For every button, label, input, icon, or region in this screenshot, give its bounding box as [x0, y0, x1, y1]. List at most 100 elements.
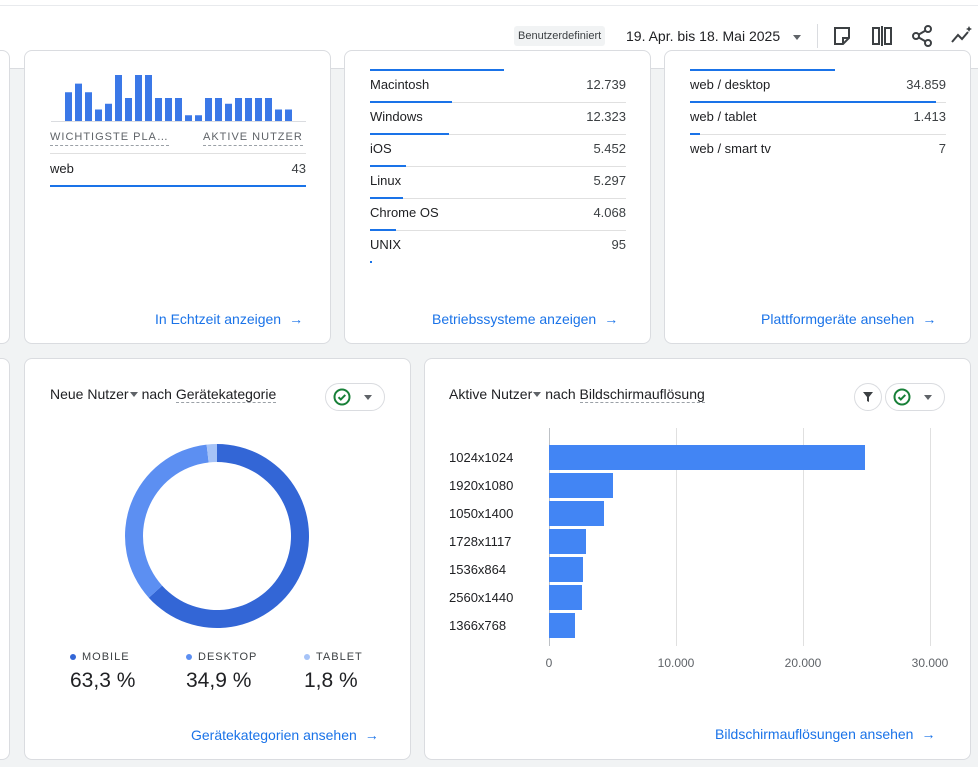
row-value: 95 — [611, 237, 626, 252]
col-header-top-platform[interactable]: WICHTIGSTE PLA… — [50, 131, 169, 146]
y-category-label: 1728x1117 — [449, 534, 512, 549]
chevron-down-icon — [364, 395, 372, 400]
share-bar — [690, 101, 936, 103]
compare-icon[interactable] — [870, 24, 894, 48]
table-row: Chrome OS 4.068 — [370, 199, 626, 231]
row-divider — [370, 102, 626, 103]
row-name: Chrome OS — [370, 205, 439, 220]
legend-dot — [70, 654, 76, 661]
realtime-link-label: In Echtzeit anzeigen — [155, 311, 282, 327]
device-card-title: Neue Nutzer nach Gerätekategorie — [50, 386, 277, 403]
legend-desktop: DESKTOP 34,9 % — [186, 651, 257, 693]
resolution-card-title: Aktive Nutzer nach Bildschirmauflösung — [449, 386, 705, 403]
os-card: Macintosh 12.739 Windows 12.323 iOS 5.452 Linu… — [344, 50, 651, 344]
resolution-bar[interactable] — [549, 585, 583, 610]
device-card: Neue Nutzer nach Gerätekategorie MOBILE 6… — [24, 358, 411, 760]
realtime-link[interactable]: In Echtzeit anzeigen → — [155, 311, 303, 327]
note-icon[interactable] — [830, 24, 854, 48]
row-name: Windows — [370, 109, 423, 124]
filter-button[interactable] — [854, 383, 882, 411]
donut-slice-mobile[interactable] — [148, 444, 309, 628]
dimension-label[interactable]: Gerätekategorie — [175, 386, 277, 403]
metric-dropdown-icon[interactable] — [533, 392, 542, 397]
resolution-bar[interactable] — [549, 529, 586, 554]
row-divider — [370, 166, 626, 167]
resolution-link[interactable]: Bildschirmauflösungen ansehen → — [715, 726, 935, 742]
row-value: 7 — [938, 141, 946, 156]
col-header-active-users[interactable]: AKTIVE NUTZER — [203, 131, 303, 146]
resolution-link-label: Bildschirmauflösungen ansehen — [715, 726, 914, 742]
table-row: Macintosh 12.739 — [370, 71, 626, 103]
sparkline-bar — [285, 109, 292, 121]
sparkline-bar — [235, 98, 242, 121]
date-preset-badge[interactable]: Benutzerdefiniert — [514, 26, 606, 46]
share-bar — [370, 229, 396, 231]
donut-slice-desktop[interactable] — [124, 444, 209, 598]
metric-selector[interactable]: Neue Nutzer — [50, 386, 129, 402]
title-by: nach — [545, 386, 576, 402]
resolution-bar[interactable] — [549, 613, 576, 638]
dimension-label[interactable]: Bildschirmauflösung — [579, 386, 705, 403]
metric-selector[interactable]: Aktive Nutzer — [449, 386, 533, 402]
realtime-card: WICHTIGSTE PLA… AKTIVE NUTZER web 43 In … — [24, 50, 331, 344]
legend-dot — [186, 654, 192, 661]
date-range-label[interactable]: 19. Apr. bis 18. Mai 2025 — [626, 28, 781, 44]
resolution-bar[interactable] — [549, 501, 604, 526]
table-row: iOS 5.452 — [370, 135, 626, 167]
legend-label: DESKTOP — [198, 651, 258, 663]
os-link-label: Betriebssysteme anzeigen — [432, 311, 597, 327]
y-category-label: 1920x1080 — [449, 478, 514, 493]
y-category-label: 1024x1024 — [449, 450, 514, 465]
insights-icon[interactable] — [950, 24, 974, 48]
share-icon[interactable] — [910, 24, 934, 48]
row-name: web / tablet — [690, 109, 757, 124]
top-divider — [0, 5, 978, 6]
platform-link[interactable]: Plattformgeräte ansehen → — [761, 311, 936, 327]
os-link[interactable]: Betriebssysteme anzeigen → — [432, 311, 618, 327]
date-range-dropdown-icon[interactable] — [793, 35, 801, 40]
row-name: Linux — [370, 173, 402, 188]
os-rows: Macintosh 12.739 Windows 12.323 iOS 5.452 Linu… — [370, 71, 626, 271]
sparkline-bar — [155, 98, 162, 121]
sparkline-bar — [115, 75, 122, 121]
donut-slice-tablet[interactable] — [206, 444, 217, 463]
legend-dot — [304, 654, 310, 661]
row-divider — [370, 198, 626, 199]
share-bar — [370, 133, 450, 135]
filter-icon — [863, 392, 873, 402]
y-category-label: 2560x1440 — [449, 590, 514, 605]
resolution-bar[interactable] — [549, 445, 866, 470]
resolution-bar[interactable] — [549, 473, 613, 498]
arrow-right-icon: → — [604, 311, 619, 327]
sparkline-bar — [125, 98, 132, 121]
metric-dropdown-icon[interactable] — [129, 392, 138, 397]
row-value: 1.413 — [913, 109, 946, 124]
platform-value: 43 — [291, 161, 306, 176]
row-value: 4.068 — [593, 205, 626, 220]
header-divider — [50, 153, 306, 154]
next-row-hint — [370, 261, 372, 263]
sparkline-bar — [175, 98, 182, 121]
row-value: 5.452 — [593, 141, 626, 156]
device-link[interactable]: Gerätekategorien ansehen → — [191, 727, 379, 743]
legend-label: MOBILE — [82, 651, 130, 663]
resolution-bar[interactable] — [549, 557, 584, 582]
chevron-down-icon — [924, 395, 932, 400]
arrow-right-icon: → — [921, 726, 936, 742]
row-divider — [370, 230, 626, 231]
row-value: 12.323 — [586, 109, 626, 124]
table-row: Windows 12.323 — [370, 103, 626, 135]
table-row: web 43 — [50, 155, 306, 187]
sparkline-bar — [135, 75, 142, 121]
sparkline-bar — [245, 98, 252, 121]
toolbar-divider — [817, 24, 818, 48]
sparkline-bar — [255, 98, 262, 121]
left-partial-card-bottom — [0, 358, 10, 760]
legend-mobile: MOBILE 63,3 % — [70, 651, 135, 693]
comparison-pill[interactable] — [325, 383, 385, 411]
table-row: UNIX 95 — [370, 231, 626, 263]
comparison-pill[interactable] — [885, 383, 945, 411]
row-value: 12.739 — [586, 77, 626, 92]
prev-row-bar — [690, 69, 835, 71]
x-tick-label: 0 — [545, 656, 553, 670]
